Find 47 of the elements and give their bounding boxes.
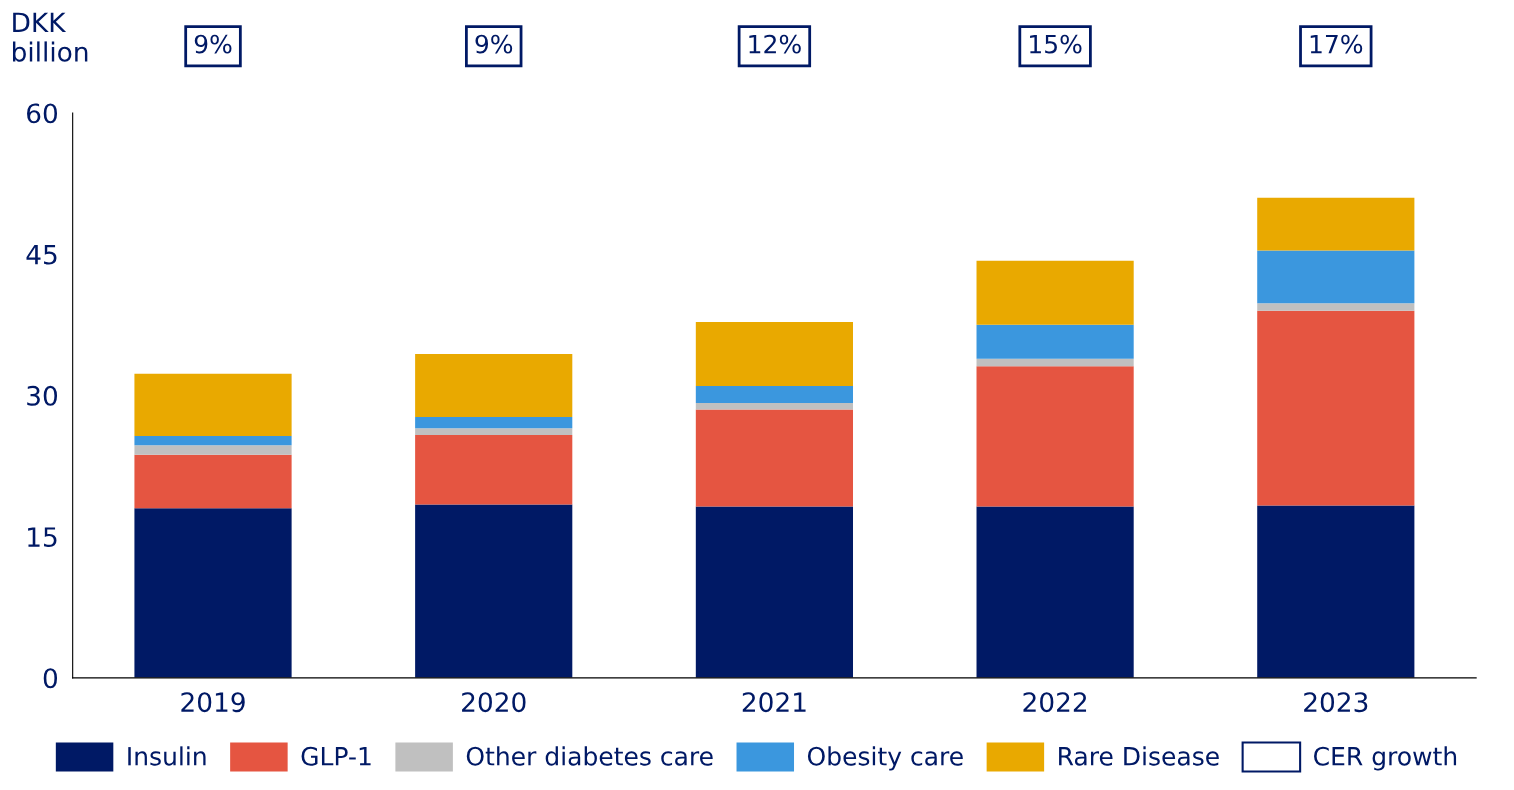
bar	[695, 385, 854, 403]
text: 9%	[475, 34, 513, 54]
bar	[1257, 250, 1415, 304]
bar	[1257, 505, 1415, 678]
text: 17%	[1310, 34, 1363, 54]
legend-label: Rare Disease	[1059, 746, 1219, 766]
bar	[976, 260, 1134, 325]
y-axis-title: DKK billion	[12, 12, 88, 62]
x-tick-label: 2023	[1304, 692, 1368, 713]
bar	[976, 358, 1134, 367]
bar	[695, 402, 854, 410]
x-tick-label: 2019	[181, 692, 245, 713]
bar	[134, 373, 292, 436]
bar	[1257, 303, 1415, 311]
y-tick-label: 60	[27, 103, 58, 124]
legend-label: Other diabetes care	[466, 746, 713, 766]
bar	[134, 445, 292, 455]
bar	[134, 454, 292, 509]
bar	[415, 504, 573, 678]
bar	[134, 508, 292, 678]
text: 9%	[194, 34, 232, 54]
bar	[134, 435, 292, 446]
y-tick-label: 45	[26, 244, 57, 265]
bar	[695, 506, 854, 678]
bar	[415, 353, 573, 418]
text: 12%	[749, 34, 801, 54]
y-tick-label: 30	[27, 385, 58, 406]
y-tick-label: 0	[43, 668, 58, 689]
bar	[415, 417, 573, 429]
bar	[415, 428, 573, 435]
bar	[976, 324, 1134, 359]
x-tick-label: 2022	[1023, 692, 1087, 713]
bar	[695, 321, 854, 386]
legend-label: CER growth	[1314, 746, 1457, 771]
y-tick-label: 15	[28, 527, 57, 548]
bar	[976, 366, 1134, 507]
x-tick-label: 2020	[462, 692, 526, 713]
bar	[1257, 197, 1415, 251]
x-tick-label: 2021	[742, 692, 806, 713]
legend-label: Obesity care	[807, 746, 963, 771]
bar	[415, 434, 573, 505]
bar	[1257, 310, 1415, 506]
text: 15%	[1030, 34, 1082, 54]
legend-label: GLP-1	[301, 746, 371, 766]
bar	[976, 506, 1134, 678]
legend-label: Insulin	[128, 746, 206, 766]
bar	[695, 409, 854, 507]
